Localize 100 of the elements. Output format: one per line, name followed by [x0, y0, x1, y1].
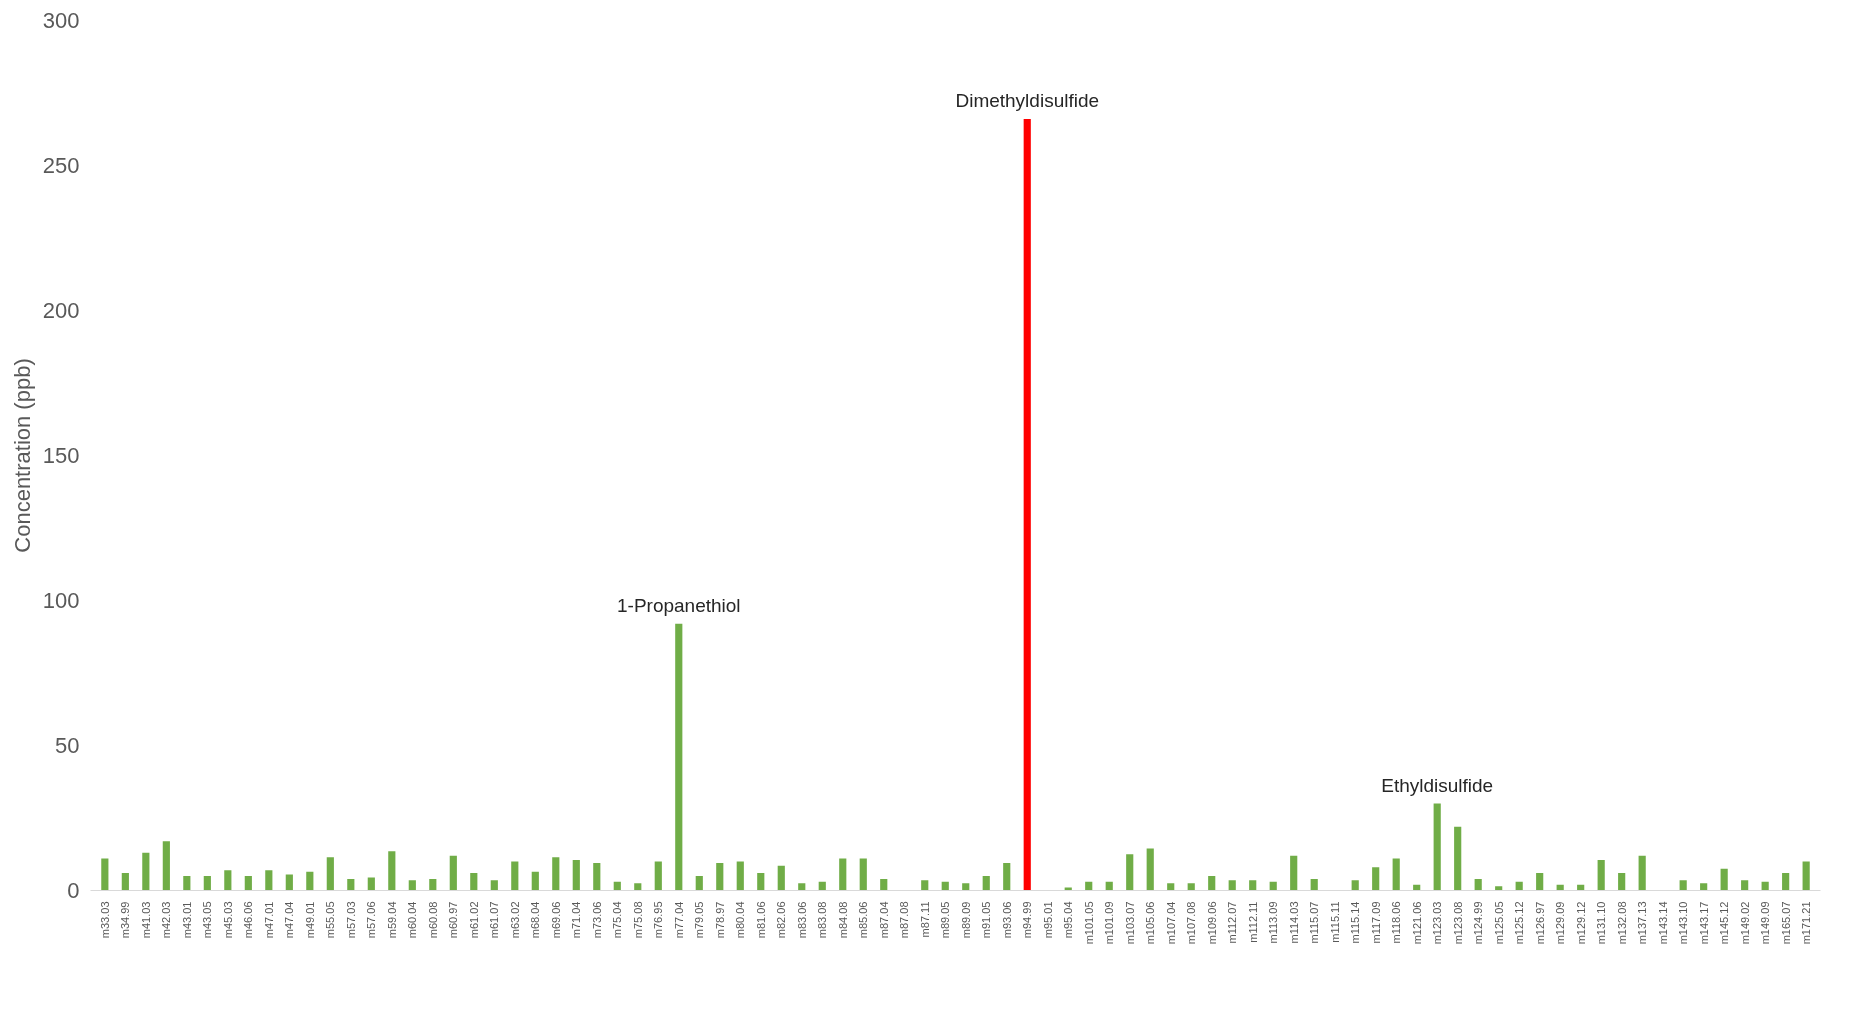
bar	[839, 858, 847, 891]
x-tick-label: m75.04	[611, 901, 624, 939]
x-tick-label: m115.14	[1349, 901, 1362, 944]
bar	[531, 871, 539, 891]
x-tick-label: m87.08	[898, 901, 911, 939]
y-tick-label: 0	[67, 878, 80, 903]
x-tick-label: m46.06	[242, 901, 255, 939]
x-tick-label: m115.11	[1328, 901, 1341, 943]
y-tick-label: 200	[42, 298, 80, 323]
bar	[1638, 855, 1646, 891]
bar	[921, 880, 929, 891]
bar	[1003, 862, 1011, 891]
x-tick-label: m117.09	[1369, 901, 1382, 944]
x-tick-label: m95.04	[1062, 901, 1075, 939]
bar	[1536, 873, 1544, 891]
bar	[306, 871, 314, 891]
x-tick-label: m83.08	[816, 901, 829, 939]
bar	[490, 880, 498, 891]
bar	[1597, 860, 1605, 891]
bar	[1023, 119, 1031, 891]
x-tick-label: m71.04	[570, 901, 583, 939]
x-tick-label: m132.08	[1615, 901, 1628, 945]
bar	[408, 880, 416, 891]
y-tick-label: 250	[42, 153, 80, 178]
bar	[695, 876, 703, 891]
x-tick-label: m107.04	[1164, 901, 1177, 945]
bar	[613, 881, 621, 891]
bar	[818, 881, 826, 891]
x-tick-label: m105.06	[1144, 901, 1157, 945]
x-tick-label: m61.02	[467, 901, 480, 939]
x-tick-label: m123.03	[1431, 901, 1444, 945]
bar	[1720, 868, 1728, 891]
x-tick-label: m61.07	[488, 901, 501, 939]
bar	[1269, 881, 1277, 891]
bar	[101, 858, 109, 891]
bar	[326, 857, 334, 891]
x-tick-label: m115.07	[1308, 901, 1321, 944]
bar	[552, 857, 560, 891]
annotation: Ethyldisulfide	[1381, 774, 1494, 796]
x-tick-label: m137.13	[1636, 901, 1649, 945]
bar	[593, 862, 601, 891]
y-axis-title: Concentration (ppb)	[9, 358, 35, 553]
x-tick-label: m33.03	[98, 901, 111, 939]
x-tick-label: m93.06	[1000, 901, 1013, 939]
bar	[1249, 880, 1257, 891]
x-tick-label: m95.01	[1041, 901, 1054, 939]
y-tick-label: 100	[42, 588, 80, 613]
x-tick-label: m68.04	[529, 901, 542, 939]
x-tick-label: m109.06	[1205, 901, 1218, 945]
x-tick-label: m112.07	[1226, 901, 1239, 944]
bar	[142, 852, 150, 891]
y-tick-label: 150	[42, 443, 80, 468]
x-tick-label: m84.08	[836, 901, 849, 939]
x-tick-label: m125.12	[1513, 901, 1526, 945]
x-tick-label: m101.05	[1082, 901, 1095, 945]
x-tick-label: m83.06	[795, 901, 808, 939]
bar	[429, 878, 437, 891]
x-tick-label: m77.04	[672, 901, 685, 939]
bar	[183, 876, 191, 891]
bar	[1515, 881, 1523, 891]
bar	[1700, 883, 1708, 891]
x-tick-label: m55.05	[324, 901, 337, 939]
x-tick-label: m89.09	[959, 901, 972, 939]
x-tick-label: m89.05	[939, 901, 952, 939]
x-tick-label: m131.10	[1595, 901, 1608, 945]
bar	[470, 873, 478, 891]
x-tick-label: m75.08	[631, 901, 644, 939]
x-tick-label: m113.09	[1267, 901, 1280, 944]
bar	[757, 873, 765, 891]
bar	[1782, 873, 1790, 891]
bar	[777, 865, 785, 891]
bar	[1474, 878, 1482, 891]
x-tick-label: m63.02	[508, 901, 521, 939]
bar	[1802, 861, 1810, 891]
bar	[1126, 854, 1134, 891]
x-tick-label: m126.97	[1533, 901, 1546, 945]
x-tick-label: m145.12	[1718, 901, 1731, 945]
bar	[1761, 881, 1769, 891]
bar	[1618, 873, 1626, 891]
x-tick-label: m149.09	[1759, 901, 1772, 945]
bar	[1679, 880, 1687, 891]
bar	[162, 841, 170, 891]
x-tick-label: m43.01	[180, 901, 193, 939]
bar	[962, 883, 970, 891]
x-tick-label: m124.99	[1472, 901, 1485, 945]
x-tick-label: m143.10	[1677, 901, 1690, 945]
x-tick-label: m123.08	[1451, 901, 1464, 945]
x-tick-label: m47.01	[262, 901, 275, 939]
bar	[654, 861, 662, 891]
x-tick-label: m60.97	[447, 901, 460, 939]
bar	[1351, 880, 1359, 891]
x-tick-label: m45.03	[221, 901, 234, 939]
x-tick-label: m60.04	[406, 901, 419, 939]
bar	[572, 860, 580, 891]
bar	[265, 870, 273, 891]
bar	[1085, 881, 1093, 891]
bar	[1290, 855, 1298, 891]
bar	[675, 623, 683, 891]
x-tick-label: m78.97	[713, 901, 726, 939]
x-tick-label: m73.06	[590, 901, 603, 939]
